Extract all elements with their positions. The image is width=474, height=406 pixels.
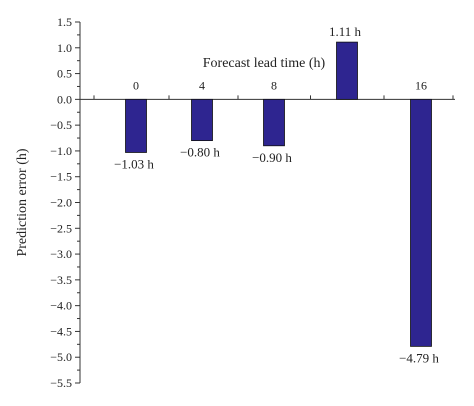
y-tick-label: −2.0 (50, 196, 72, 210)
bar-8 (263, 98, 285, 147)
y-tick-label: 1.0 (57, 41, 72, 55)
x-tick-label: 8 (271, 78, 277, 92)
y-axis-title: Prediction error (h) (15, 148, 30, 256)
y-tick-label: −5.0 (50, 350, 72, 364)
y-tick-label: −5.5 (50, 376, 72, 390)
x-tick-label: 0 (133, 78, 139, 92)
data-label: −0.80 h (180, 145, 220, 160)
x-axis: 0481216 (80, 78, 455, 100)
y-tick-label: −3.0 (50, 247, 72, 261)
y-tick-label: −4.5 (50, 324, 72, 338)
y-tick-label: −2.5 (50, 221, 72, 235)
data-label: −0.90 h (252, 150, 292, 165)
bar-16 (410, 98, 432, 347)
y-tick-label: 0.0 (57, 92, 72, 106)
y-tick-label: −3.5 (50, 273, 72, 287)
y-tick-label: −0.5 (50, 118, 72, 132)
y-tick-label: 0.5 (57, 67, 72, 81)
y-tick-label: −1.0 (50, 144, 72, 158)
data-label: 1.11 h (329, 24, 362, 39)
y-tick-label: 1.5 (57, 15, 72, 29)
data-labels: −1.03 h −0.80 h −0.90 h 1.11 h −4.79 h (114, 24, 439, 365)
y-tick-label: −4.0 (50, 299, 72, 313)
data-label: −4.79 h (399, 350, 439, 365)
y-axis: 1.5 1.0 0.5 0.0 −0.5 −1.0 −1.5 −2.0 −2.5 −3.0 −3.5… (50, 15, 81, 390)
bar-0 (125, 98, 147, 153)
data-label: −1.03 h (114, 156, 154, 171)
bar-4 (191, 98, 213, 142)
x-axis-title: Forecast lead time (h) (203, 56, 326, 71)
x-tick-label: 16 (415, 78, 427, 92)
bars (125, 41, 432, 347)
bar-12 (336, 41, 358, 100)
y-tick-label: −1.5 (50, 170, 72, 184)
x-tick-label: 4 (199, 78, 205, 92)
